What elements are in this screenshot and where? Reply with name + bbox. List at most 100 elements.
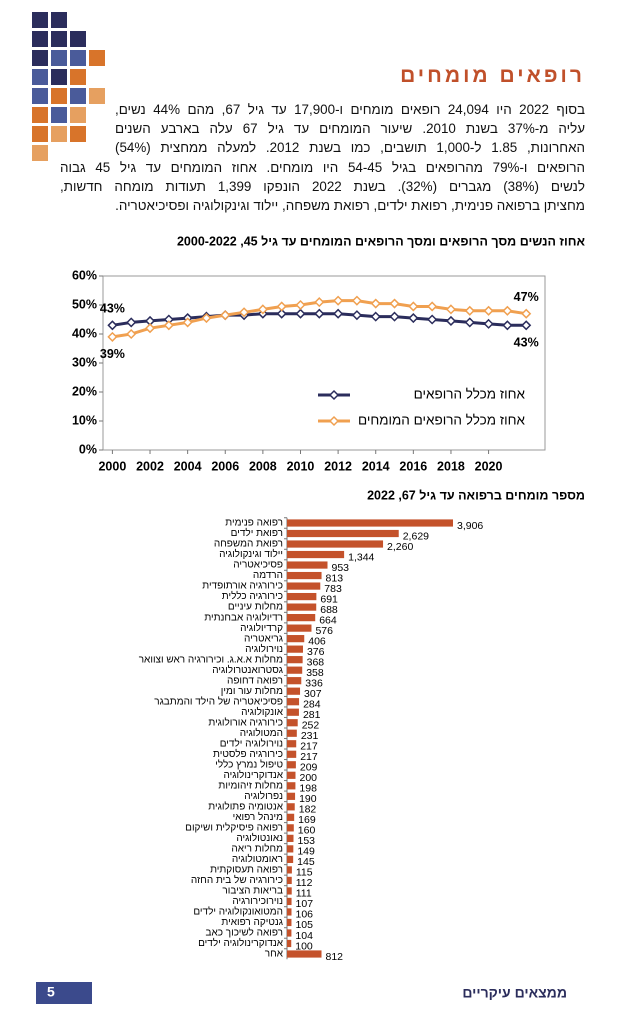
- series-marker: [107, 320, 118, 331]
- data-label: 2,260: [387, 541, 413, 553]
- category-label: בריאות הציבור: [222, 886, 283, 897]
- series-marker: [276, 301, 287, 312]
- category-label: טיפול נמרץ כללי: [215, 758, 283, 770]
- data-label: 169: [298, 814, 316, 826]
- data-label: 783: [324, 583, 342, 595]
- category-label: כירורגיה כללית: [222, 590, 283, 602]
- data-label: 376: [307, 646, 325, 658]
- data-label: 190: [299, 793, 317, 805]
- data-label: 149: [297, 846, 315, 858]
- category-label: גסטרואנטרולוגיה: [212, 664, 283, 676]
- data-label: 105: [295, 919, 313, 931]
- series-marker: [220, 310, 231, 321]
- chart-title: אחוז הנשים מסך הרופאים ומסך הרופאים המומ…: [177, 234, 586, 248]
- series-marker: [521, 308, 532, 319]
- bar: [287, 687, 301, 695]
- x-tick-label: 2012: [324, 459, 352, 473]
- data-label: 2,629: [403, 530, 429, 542]
- bar: [287, 918, 292, 927]
- category-label: מחלות זיהומיות: [218, 779, 283, 791]
- y-tick-label: 0%: [79, 442, 97, 456]
- bar: [287, 929, 292, 937]
- data-label: 281: [303, 709, 321, 721]
- x-tick-label: 2020: [475, 459, 503, 473]
- category-label: פסיכיאטריה של הילד והמתבגר: [154, 695, 283, 707]
- series-marker: [126, 328, 137, 340]
- bar: [287, 939, 292, 948]
- series-marker: [351, 310, 362, 321]
- series-marker: [427, 301, 438, 312]
- data-label: 358: [306, 667, 324, 679]
- y-tick-label: 40%: [72, 326, 97, 340]
- series-marker: [201, 312, 212, 324]
- category-label: נוירוכירורגיה: [232, 896, 283, 907]
- series-marker: [182, 317, 193, 328]
- series-marker: [521, 320, 532, 331]
- category-label: המטולוגיה: [240, 727, 283, 739]
- category-label: רפואה תעסוקתית: [210, 865, 283, 876]
- series-marker: [126, 317, 137, 328]
- series-marker: [314, 308, 325, 319]
- bar: [287, 603, 317, 611]
- bar: [287, 614, 316, 622]
- data-label: 107: [296, 898, 314, 910]
- bar: [287, 519, 453, 527]
- bar: [287, 750, 297, 758]
- x-tick-label: 2018: [437, 459, 465, 473]
- paragraph-line: הרופאים ו-79% מהרופאים בגיל 54-45 היו מו…: [60, 159, 586, 175]
- series-marker: [351, 295, 362, 306]
- category-label: רפואה דחופה: [227, 675, 283, 686]
- bar: [287, 887, 292, 895]
- data-label: 813: [326, 572, 344, 584]
- data-label: 688: [320, 604, 338, 616]
- data-label: 252: [302, 720, 320, 732]
- data-label: 153: [298, 835, 316, 847]
- data-label: 100: [295, 940, 313, 952]
- bar: [287, 666, 303, 674]
- category-label: כירורגיה אורולוגית: [208, 716, 283, 728]
- series-marker: [333, 295, 344, 306]
- bar: [287, 729, 297, 737]
- category-label: הרדמה: [253, 570, 283, 581]
- page-number: 5: [47, 984, 55, 1000]
- series-marker: [163, 320, 174, 331]
- data-label: 198: [299, 783, 317, 795]
- paragraph-line: לנשים (38%) מגברים (32%). בשנת 2022 הונפ…: [60, 178, 585, 194]
- category-label: מחלות ריאה: [231, 843, 283, 855]
- series-marker: [389, 311, 400, 322]
- bar: [287, 908, 292, 916]
- series-marker: [239, 307, 250, 318]
- bar: [287, 782, 296, 790]
- bar: [287, 656, 303, 664]
- data-label: 664: [319, 614, 337, 626]
- section-label: ממצאים עיקריים: [462, 985, 567, 1001]
- category-label: מחלות עיניים: [228, 601, 283, 613]
- category-label: נפרולוגיה: [244, 790, 283, 802]
- logo-squares: [32, 12, 105, 161]
- data-label: 284: [303, 698, 321, 710]
- legend-label: אחוז מכלל הרופאים: [414, 387, 526, 402]
- paragraph-line: בסוף 2022 היו 24,094 רופאים מומחים ו-17,…: [115, 102, 585, 117]
- bar: [287, 582, 321, 590]
- series-marker: [370, 298, 381, 309]
- bar: [287, 550, 345, 559]
- page-number-box: [36, 982, 92, 1004]
- bar: [287, 897, 292, 906]
- series-marker: [502, 320, 513, 331]
- category-label: מינהל רפואי: [233, 811, 284, 823]
- chart-title: מספר מומחים ברפואה עד גיל 67, 2022: [367, 488, 585, 502]
- bar: [287, 571, 322, 580]
- paragraph-line: עליה מ-37% בשנת 2010. שיעור המומחים עד ג…: [115, 121, 586, 137]
- x-tick-label: 2014: [362, 459, 390, 473]
- category-label: כירורגיה של בית החזה: [191, 874, 283, 886]
- legend-label: אחוז מכלל הרופאים המומחים: [358, 413, 526, 428]
- data-label: 217: [300, 751, 318, 763]
- y-tick-label: 10%: [72, 413, 97, 427]
- bar: [287, 592, 317, 601]
- series-marker: [370, 311, 381, 322]
- series-marker: [445, 304, 457, 315]
- series-marker: [483, 305, 494, 316]
- data-label: 953: [332, 562, 350, 574]
- series-marker: [483, 318, 494, 329]
